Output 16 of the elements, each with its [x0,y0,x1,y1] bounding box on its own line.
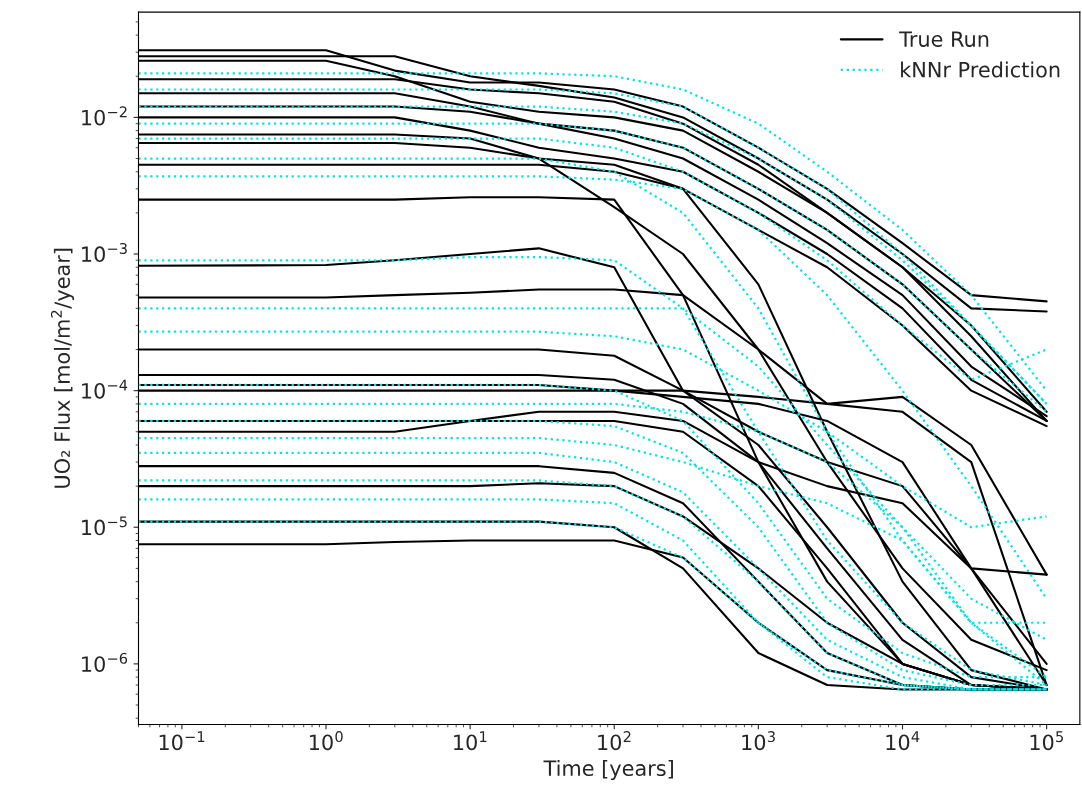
y-tick-label: 10$^{−3}$ [82,242,127,263]
legend-label: True Run [899,31,989,47]
x-tick-label: 10$^{0}$ [309,731,343,751]
y-tick-label: 10$^{−5}$ [82,516,127,536]
x-tick-label: 10$^{4}$ [886,731,920,751]
x-tick-label: 10$^{−1}$ [159,731,205,751]
legend-label: kNNr Prediction [901,61,1060,78]
x-tick-label: 10$^{2}$ [598,731,631,751]
y-axis-title: UO₂ Flux [mol/m$^{2}$/year] [50,248,75,488]
x-tick-label: 10$^{1}$ [454,731,487,751]
y-tick-label: 10$^{−4}$ [82,379,128,399]
x-tick-label: 10$^{5}$ [1030,731,1063,751]
x-tick-label: 10$^{3}$ [742,731,775,751]
x-axis-title: Time [years] [543,759,673,781]
y-tick-label: 10$^{−6}$ [82,652,128,672]
y-tick-label: 10$^{−2}$ [82,106,127,126]
